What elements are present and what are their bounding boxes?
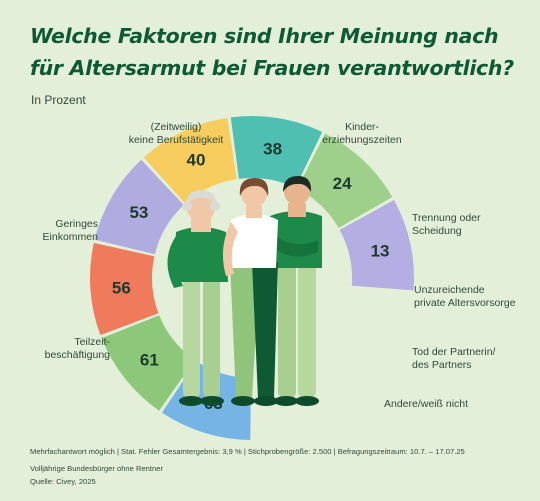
chart-title: Welche Faktoren sind Ihrer Meinung nach … <box>30 24 514 80</box>
data-label: 56 <box>112 278 131 297</box>
chart-segment <box>94 159 184 255</box>
footer-methodology: Mehrfachantwort möglich | Stat. Fehler G… <box>30 447 465 456</box>
category-label: (Zeitweilig) keine Berufstätigkeit <box>128 121 224 146</box>
category-label: Tod der Partnerin/ des Partners <box>412 346 496 371</box>
chart-segment <box>297 133 393 229</box>
chart-segment <box>101 315 195 411</box>
chart-segment <box>230 116 323 188</box>
category-label: Teilzeit- beschäftigung <box>44 336 110 361</box>
footer-source: Quelle: Civey, 2025 <box>30 477 96 486</box>
category-label: Kinder- erziehungszeiten <box>322 121 402 146</box>
woman-left-figure <box>167 190 228 406</box>
data-label: 24 <box>333 174 352 193</box>
women-illustration <box>167 176 322 406</box>
chart-segment <box>143 117 237 204</box>
category-label: Geringes Einkommen <box>42 218 98 243</box>
data-label: 61 <box>140 350 159 369</box>
data-label: 40 <box>187 151 206 170</box>
data-label: 13 <box>371 241 390 260</box>
chart-segment <box>339 200 414 291</box>
category-label: Trennung oder Scheidung <box>412 212 481 237</box>
data-label: 38 <box>263 140 282 159</box>
category-label: Andere/weiß nicht <box>384 398 469 410</box>
unit-label: In Prozent <box>31 93 86 107</box>
category-label: Unzureichende private Altersvorsorge <box>414 284 516 309</box>
woman-middle-figure <box>222 178 278 406</box>
woman-right-figure <box>270 176 322 406</box>
chart-segments <box>90 116 414 440</box>
data-label: 53 <box>129 203 148 222</box>
chart-segment <box>90 242 159 336</box>
footer-population: Volljährige Bundesbürger ohne Rentner <box>30 464 163 473</box>
